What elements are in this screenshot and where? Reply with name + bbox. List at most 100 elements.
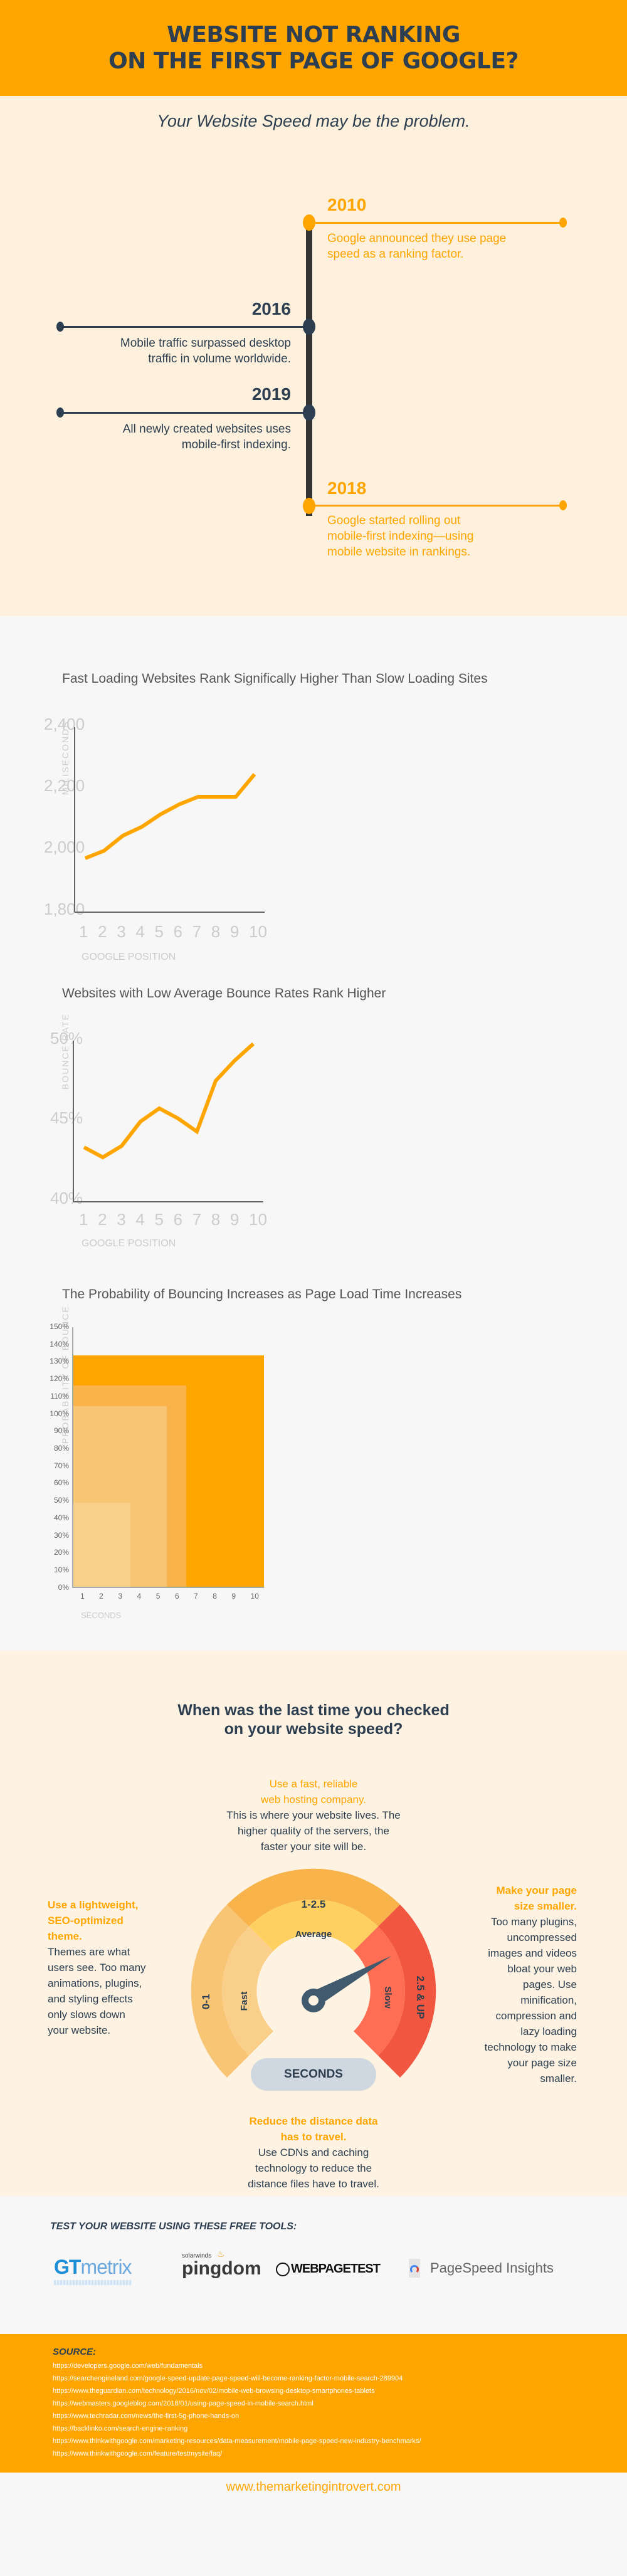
gauge-label-0-1: 0-1 (200, 1994, 212, 2010)
text-line: mobile-first indexing. (181, 438, 291, 451)
x-tick: 5 (155, 1592, 161, 1601)
chart-load-speed: Fast Loading Websites Rank Significally … (0, 666, 627, 980)
timeline-connector-2010 (314, 222, 564, 224)
tip-body: your website. (48, 2024, 111, 2036)
tip-body: distance files have to travel. (248, 2178, 379, 2190)
tools-heading: TEST YOUR WEBSITE USING THESE FREE TOOLS… (50, 2221, 297, 2232)
y-tick: 60% (53, 1478, 69, 1488)
tip-body: technology to reduce the (255, 2162, 372, 2174)
y-tick: 2,000 (44, 838, 85, 856)
y-tick: 40% (50, 1189, 83, 1207)
tip-body: technology to make (484, 2041, 577, 2053)
sources-heading: SOURCE: (53, 2347, 97, 2357)
timeline-text-2018: Google started rolling out mobile-first … (327, 513, 473, 560)
tip-title: Use a fast, reliable (269, 1778, 358, 1790)
y-tick: 40% (53, 1513, 69, 1522)
y-tick: 130% (50, 1357, 69, 1366)
tip-body: images and videos (488, 1947, 577, 1959)
y-tick: 2,200 (44, 776, 85, 795)
y-tick: 10% (53, 1565, 69, 1575)
tool-pagespeed[interactable]: PageSpeed Insights (409, 2259, 554, 2278)
title-line-1: WEBSITE NOT RANKING (167, 21, 460, 48)
tip-body: minification, (520, 1994, 577, 2006)
source-link[interactable]: https://searchengineland.com/google-spee… (53, 2375, 403, 2382)
x-ticks: 1 2 3 4 5 6 7 8 9 10 (79, 1210, 267, 1229)
footer-url[interactable]: www.themarketingintrovert.com (226, 2480, 401, 2494)
tip-hosting: Use a fast, reliable web hosting company… (0, 1776, 627, 1854)
tip-theme: Use a lightweight, SEO-optimized theme. … (48, 1897, 146, 2038)
tip-title: SEO-optimized (48, 1915, 124, 1927)
chart-title: Fast Loading Websites Rank Significally … (62, 671, 488, 686)
tip-body: pages. Use (523, 1979, 577, 1990)
timeline-text-2010: Google announced they use page speed as … (327, 231, 506, 262)
x-tick: 4 (135, 922, 145, 941)
timeline-year-2018: 2018 (327, 478, 367, 498)
tip-body: lazy loading (520, 2026, 577, 2037)
tip-title: Use a lightweight, (48, 1899, 139, 1911)
tip-body: This is where your website lives. The (226, 1809, 401, 1821)
load-speed-line (84, 773, 256, 860)
x-ticks: 1 2 3 4 5 6 7 8 9 10 (79, 922, 267, 942)
tip-body: users see. Too many (48, 1962, 146, 1974)
tip-title: theme. (48, 1930, 82, 1942)
y-tick: 20% (53, 1548, 69, 1557)
source-link[interactable]: https://www.theguardian.com/technology/2… (53, 2387, 375, 2395)
area-1-3s (73, 1503, 130, 1587)
chart-bounce-probability: The Probability of Bouncing Increases as… (0, 1262, 627, 1651)
gauge-label-2-5-up: 2.5 & UP (414, 1976, 426, 2019)
y-tick: 2,400 (44, 715, 85, 733)
title-line-2: ON THE FIRST PAGE OF GOOGLE? (108, 48, 519, 74)
x-tick: 4 (135, 1210, 145, 1229)
source-link[interactable]: https://developers.google.com/web/fundam… (53, 2362, 203, 2370)
tip-body: only slows down (48, 2009, 125, 2021)
x-tick: 3 (117, 922, 126, 941)
tip-distance: Reduce the distance data has to travel. … (0, 2113, 627, 2192)
gauge-outer-slow (378, 1905, 436, 2078)
x-tick: 10 (248, 922, 267, 941)
gauge-outer-average (227, 1868, 400, 1927)
tip-title: has to travel. (280, 2131, 347, 2143)
chart-title: The Probability of Bouncing Increases as… (62, 1287, 462, 1301)
gauge-inner-average (249, 1900, 378, 1951)
timeline-dot-2018 (303, 498, 315, 514)
y-tick: 100% (50, 1409, 69, 1418)
text-line: traffic in volume worldwide. (148, 352, 291, 365)
x-axis-label: SECONDS (81, 1611, 122, 1620)
y-tick: 110% (50, 1391, 69, 1401)
source-link[interactable]: https://www.techradar.com/news/the-first… (53, 2412, 240, 2420)
header-banner: WEBSITE NOT RANKING ON THE FIRST PAGE OF… (0, 0, 627, 96)
tip-body: animations, plugins, (48, 1977, 142, 1989)
gauge-unit-badge: SECONDS (251, 2058, 376, 2091)
source-link[interactable]: https://www.thinkwithgoogle.com/feature/… (53, 2450, 223, 2458)
source-link[interactable]: https://backlinko.com/search-engine-rank… (53, 2425, 188, 2432)
tool-gtmetrix[interactable]: GTmetrix (54, 2256, 132, 2285)
bounce-rate-line (83, 1042, 255, 1160)
x-tick: 5 (154, 922, 164, 941)
source-link[interactable]: https://www.thinkwithgoogle.com/marketin… (53, 2437, 421, 2445)
pagespeed-gauge-icon (409, 2259, 420, 2278)
tip-body: uncompressed (507, 1932, 577, 1943)
timeline-end-2016 (56, 322, 64, 332)
source-link[interactable]: https://webmasters.googleblog.com/2018/0… (53, 2400, 314, 2407)
text-line: mobile-first indexing—using (327, 530, 474, 543)
subtitle: Your Website Speed may be the problem. (157, 112, 470, 130)
y-ticks: 150% 140% 130% 120% 110% 100% 90% 80% 70… (44, 1322, 69, 1592)
chart-bounce-rate: Websites with Low Average Bounce Rates R… (0, 980, 627, 1262)
text-line: Google started rolling out (327, 514, 461, 527)
area-chart-plot (72, 1327, 264, 1588)
tip-body: and styling effects (48, 1993, 133, 2005)
y-tick: 1,800 (44, 900, 85, 918)
timeline-connector-2016 (60, 326, 305, 328)
x-tick: 2 (99, 1592, 103, 1601)
tip-title: Reduce the distance data (249, 2115, 378, 2127)
tool-pingdom[interactable]: solarwinds pingdom ♨ (182, 2249, 261, 2279)
tool-webpagetest[interactable]: WEBPAGETEST (276, 2262, 381, 2276)
gtmetrix-ruler-icon (54, 2280, 132, 2285)
pingdom-label: pingdom (182, 2258, 261, 2279)
gauge-needle (306, 1956, 391, 2007)
x-tick: 8 (213, 1592, 217, 1601)
speed-section: When was the last time you checked on yo… (0, 1651, 627, 2196)
tip-body: Use CDNs and caching (258, 2147, 369, 2158)
gauge-inner-slow (354, 1927, 405, 2056)
chart-title: Websites with Low Average Bounce Rates R… (62, 986, 386, 1001)
